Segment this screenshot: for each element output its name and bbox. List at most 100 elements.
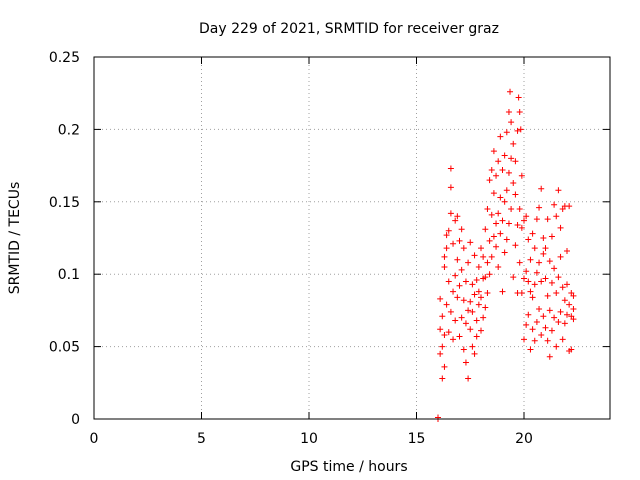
data-point [570,292,577,299]
data-point [486,177,493,184]
data-point [555,187,562,194]
data-points [435,88,577,422]
data-point [441,332,448,339]
data-point [499,166,506,173]
data-point [454,294,461,301]
data-point [553,213,560,220]
data-point [512,158,519,165]
data-point [437,350,444,357]
data-point [473,333,480,340]
plot-frame [93,56,611,420]
data-point [497,133,504,140]
data-point [523,321,530,328]
data-point [523,268,530,275]
x-tick-label: 20 [515,431,533,447]
data-point [490,190,497,197]
data-point [538,278,545,285]
data-point [542,324,549,331]
data-point [490,233,497,240]
data-point [488,253,495,260]
data-point [503,236,510,243]
data-point [527,256,534,263]
axis-ticks [93,56,610,420]
data-point [555,274,562,281]
data-point [467,239,474,246]
data-point [482,304,489,311]
data-point [505,220,512,227]
data-point [548,233,555,240]
data-point [510,140,517,147]
data-point [497,230,504,237]
data-point [478,245,484,252]
data-point [454,256,461,263]
data-point [505,169,512,176]
data-point [493,172,500,179]
data-point [439,375,446,382]
data-point [503,129,510,136]
data-point [458,266,465,273]
data-point [518,224,525,231]
data-point [566,301,573,308]
x-axis-label: GPS time / hours [290,459,407,475]
data-point [570,305,577,312]
data-point [441,363,448,370]
x-tick-label: 15 [408,431,426,447]
x-tick-label: 0 [90,431,99,447]
data-point [495,210,502,217]
data-point [462,359,469,366]
data-point [546,258,553,265]
data-point [462,278,469,285]
grid-lines [94,57,610,419]
data-point [469,308,476,315]
data-point [503,187,510,194]
data-point [508,155,515,162]
data-point [475,263,482,270]
data-point [516,259,523,266]
data-point [447,184,454,191]
data-point [515,94,522,101]
data-point [499,217,506,224]
data-point [540,250,547,257]
data-point [443,245,450,252]
data-point [505,109,512,116]
data-point [536,305,543,312]
data-point [493,220,500,227]
data-point [516,109,523,116]
data-point [482,274,489,281]
chart-title: Day 229 of 2021, SRMTID for receiver gra… [199,21,499,37]
x-tick-labels: 0 5 10 15 20 [90,431,533,447]
data-point [518,290,525,297]
data-point [542,275,549,282]
data-point [467,326,474,333]
data-point [484,259,491,266]
data-point [471,350,478,357]
data-point [529,294,536,301]
data-point [441,253,448,260]
data-point [501,152,508,159]
data-point [512,242,519,249]
data-point [529,326,536,333]
data-point [484,290,491,297]
data-point [495,158,502,165]
data-point [493,243,500,250]
data-point [458,314,465,321]
data-point [445,227,452,234]
data-point [478,294,484,301]
data-point [561,320,568,327]
data-point [533,318,540,325]
data-point [435,414,441,421]
data-point [512,191,519,198]
data-point [548,327,555,334]
data-point [538,332,545,339]
data-point [536,204,543,211]
data-point [546,353,553,360]
data-point [521,275,527,282]
data-point [439,313,446,320]
data-point [473,317,480,324]
data-point [469,343,476,350]
data-point [475,288,482,295]
data-point [561,297,568,304]
data-point [445,278,452,285]
data-point [555,318,562,325]
data-point [467,298,474,305]
